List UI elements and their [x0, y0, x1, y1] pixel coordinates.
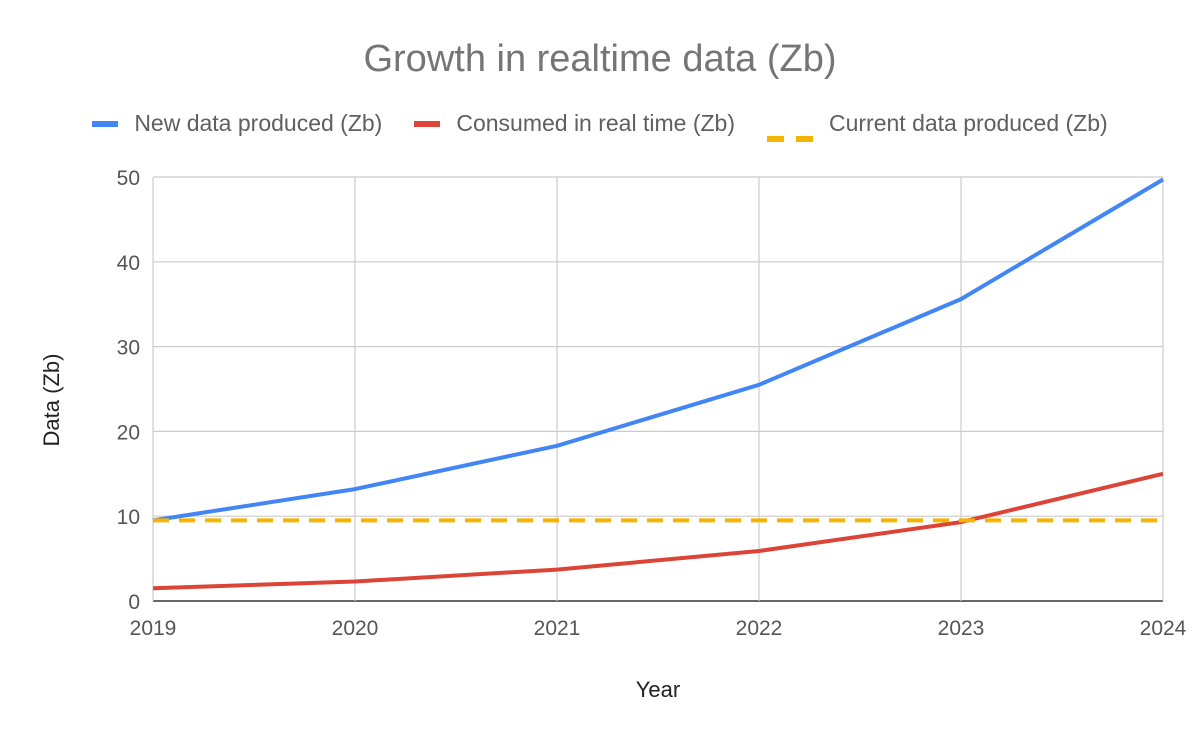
x-tick-label: 2024: [1140, 617, 1187, 640]
legend-item-new-data[interactable]: New data produced (Zb): [92, 110, 382, 137]
tick-labels: 0 10 20 30 40 50 2019 2020 2021 2022 2023 2024: [117, 167, 1187, 640]
series-line-1[interactable]: [152, 471, 1164, 591]
legend-swatch-current-data: [766, 121, 813, 142]
legend-item-consumed[interactable]: Consumed in real time (Zb): [414, 110, 735, 137]
series-lines: [152, 177, 1165, 591]
grid-lines: [152, 176, 1164, 602]
y-tick-label: 30: [117, 337, 140, 360]
legend-item-current-data[interactable]: Current data produced (Zb): [766, 110, 1108, 142]
series-line-0[interactable]: [152, 177, 1165, 523]
y-tick-label: 10: [117, 506, 140, 529]
y-tick-label: 50: [117, 167, 140, 190]
x-tick-label: 2022: [736, 617, 783, 640]
y-tick-label: 0: [128, 591, 140, 614]
chart-title: Growth in realtime data (Zb): [363, 38, 837, 80]
legend: New data produced (Zb) Consumed in real …: [0, 110, 1200, 142]
legend-label-consumed: Consumed in real time (Zb): [456, 110, 735, 136]
y-tick-label: 20: [117, 421, 140, 444]
x-tick-label: 2021: [534, 617, 581, 640]
x-axis-title: Year: [635, 677, 681, 702]
legend-swatch-consumed: [414, 120, 441, 127]
y-tick-label: 40: [117, 252, 140, 275]
x-tick-label: 2019: [130, 617, 177, 640]
x-tick-label: 2023: [938, 617, 985, 640]
legend-label-new-data: New data produced (Zb): [134, 110, 383, 136]
x-tick-label: 2020: [332, 617, 379, 640]
legend-label-current-data: Current data produced (Zb): [828, 110, 1108, 136]
legend-swatch-new-data: [92, 120, 119, 127]
